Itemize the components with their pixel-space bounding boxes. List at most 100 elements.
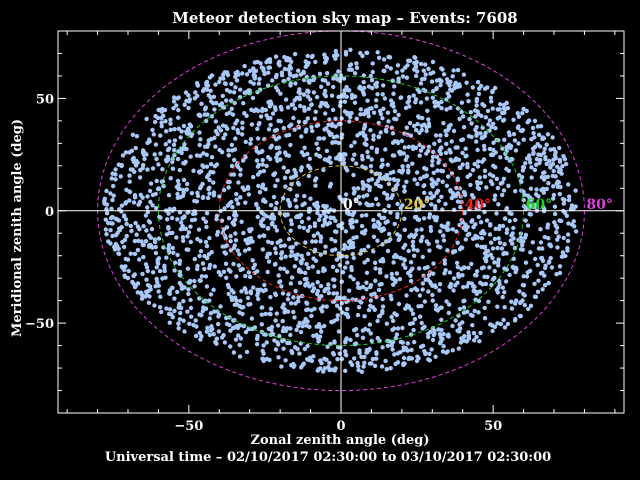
meteor-point: [197, 130, 202, 135]
meteor-point: [470, 323, 475, 328]
meteor-point: [255, 269, 260, 274]
meteor-point: [543, 155, 548, 160]
meteor-point: [416, 217, 422, 222]
meteor-point: [450, 194, 456, 199]
meteor-point: [513, 217, 518, 223]
meteor-point: [288, 83, 293, 88]
meteor-point: [375, 219, 381, 225]
meteor-point: [413, 232, 418, 237]
meteor-point: [492, 197, 497, 202]
meteor-point: [407, 95, 412, 100]
meteor-point: [412, 316, 418, 322]
meteor-point: [203, 118, 209, 124]
meteor-point: [314, 176, 319, 181]
meteor-point: [455, 176, 460, 181]
meteor-point: [339, 116, 344, 121]
meteor-point: [444, 77, 450, 82]
meteor-point: [258, 221, 264, 227]
meteor-point: [168, 127, 173, 132]
meteor-point: [414, 228, 419, 233]
meteor-point: [368, 284, 373, 290]
meteor-point: [410, 161, 415, 166]
meteor-point: [327, 220, 332, 226]
meteor-point: [551, 196, 556, 201]
meteor-point: [200, 308, 205, 314]
meteor-point: [110, 214, 115, 220]
meteor-point: [301, 152, 307, 158]
meteor-point: [266, 226, 271, 231]
meteor-point: [542, 273, 547, 278]
meteor-point: [283, 254, 288, 259]
meteor-point: [215, 232, 220, 237]
meteor-point: [334, 268, 340, 273]
meteor-point: [384, 274, 389, 279]
meteor-point: [336, 223, 341, 229]
meteor-point: [280, 338, 285, 343]
meteor-point: [436, 244, 441, 249]
meteor-point: [268, 203, 274, 208]
meteor-point: [395, 63, 401, 68]
meteor-point: [264, 214, 269, 219]
meteor-point: [208, 328, 214, 333]
meteor-point: [282, 66, 288, 72]
meteor-point: [298, 168, 304, 173]
meteor-point: [423, 62, 428, 67]
meteor-point: [418, 176, 423, 181]
meteor-point: [279, 284, 284, 289]
meteor-point: [293, 197, 298, 203]
meteor-point: [257, 76, 262, 82]
meteor-point: [354, 219, 359, 224]
meteor-point: [538, 157, 543, 163]
meteor-point: [326, 122, 331, 128]
meteor-point: [234, 274, 239, 279]
meteor-point: [426, 357, 431, 362]
meteor-point: [292, 315, 297, 320]
meteor-point: [245, 186, 251, 191]
meteor-point: [292, 345, 298, 350]
meteor-point: [259, 210, 264, 215]
meteor-point: [233, 337, 239, 342]
meteor-point: [464, 80, 469, 85]
meteor-point: [285, 269, 290, 275]
meteor-point: [153, 142, 159, 147]
meteor-point: [282, 243, 287, 248]
meteor-point: [501, 117, 507, 123]
meteor-point: [415, 121, 420, 127]
meteor-point: [270, 111, 276, 116]
meteor-point: [478, 131, 483, 136]
meteor-point: [356, 305, 362, 310]
meteor-point: [201, 194, 206, 200]
meteor-point: [111, 193, 116, 198]
meteor-point: [318, 104, 323, 109]
meteor-point: [422, 76, 427, 82]
meteor-point: [202, 87, 207, 92]
meteor-point: [134, 134, 140, 139]
meteor-point: [421, 203, 426, 208]
meteor-point: [170, 230, 175, 236]
meteor-point: [442, 162, 448, 168]
meteor-point: [236, 333, 241, 338]
meteor-point: [156, 236, 162, 241]
meteor-point: [226, 267, 231, 272]
meteor-point: [294, 204, 299, 209]
meteor-point: [296, 90, 301, 95]
meteor-point: [389, 125, 394, 130]
meteor-point: [495, 321, 500, 326]
meteor-point: [444, 350, 449, 355]
meteor-point: [384, 173, 390, 178]
meteor-point: [532, 167, 538, 173]
meteor-point: [277, 333, 282, 339]
meteor-point: [366, 84, 372, 89]
meteor-point: [529, 175, 534, 180]
meteor-point: [393, 361, 398, 367]
meteor-point: [535, 124, 541, 129]
meteor-point: [438, 133, 443, 138]
meteor-point: [486, 299, 491, 304]
meteor-point: [524, 274, 530, 279]
meteor-point: [364, 348, 369, 353]
meteor-point: [109, 206, 114, 211]
meteor-point: [364, 280, 369, 285]
meteor-point: [170, 159, 175, 165]
meteor-point: [267, 215, 273, 220]
meteor-point: [276, 355, 281, 360]
